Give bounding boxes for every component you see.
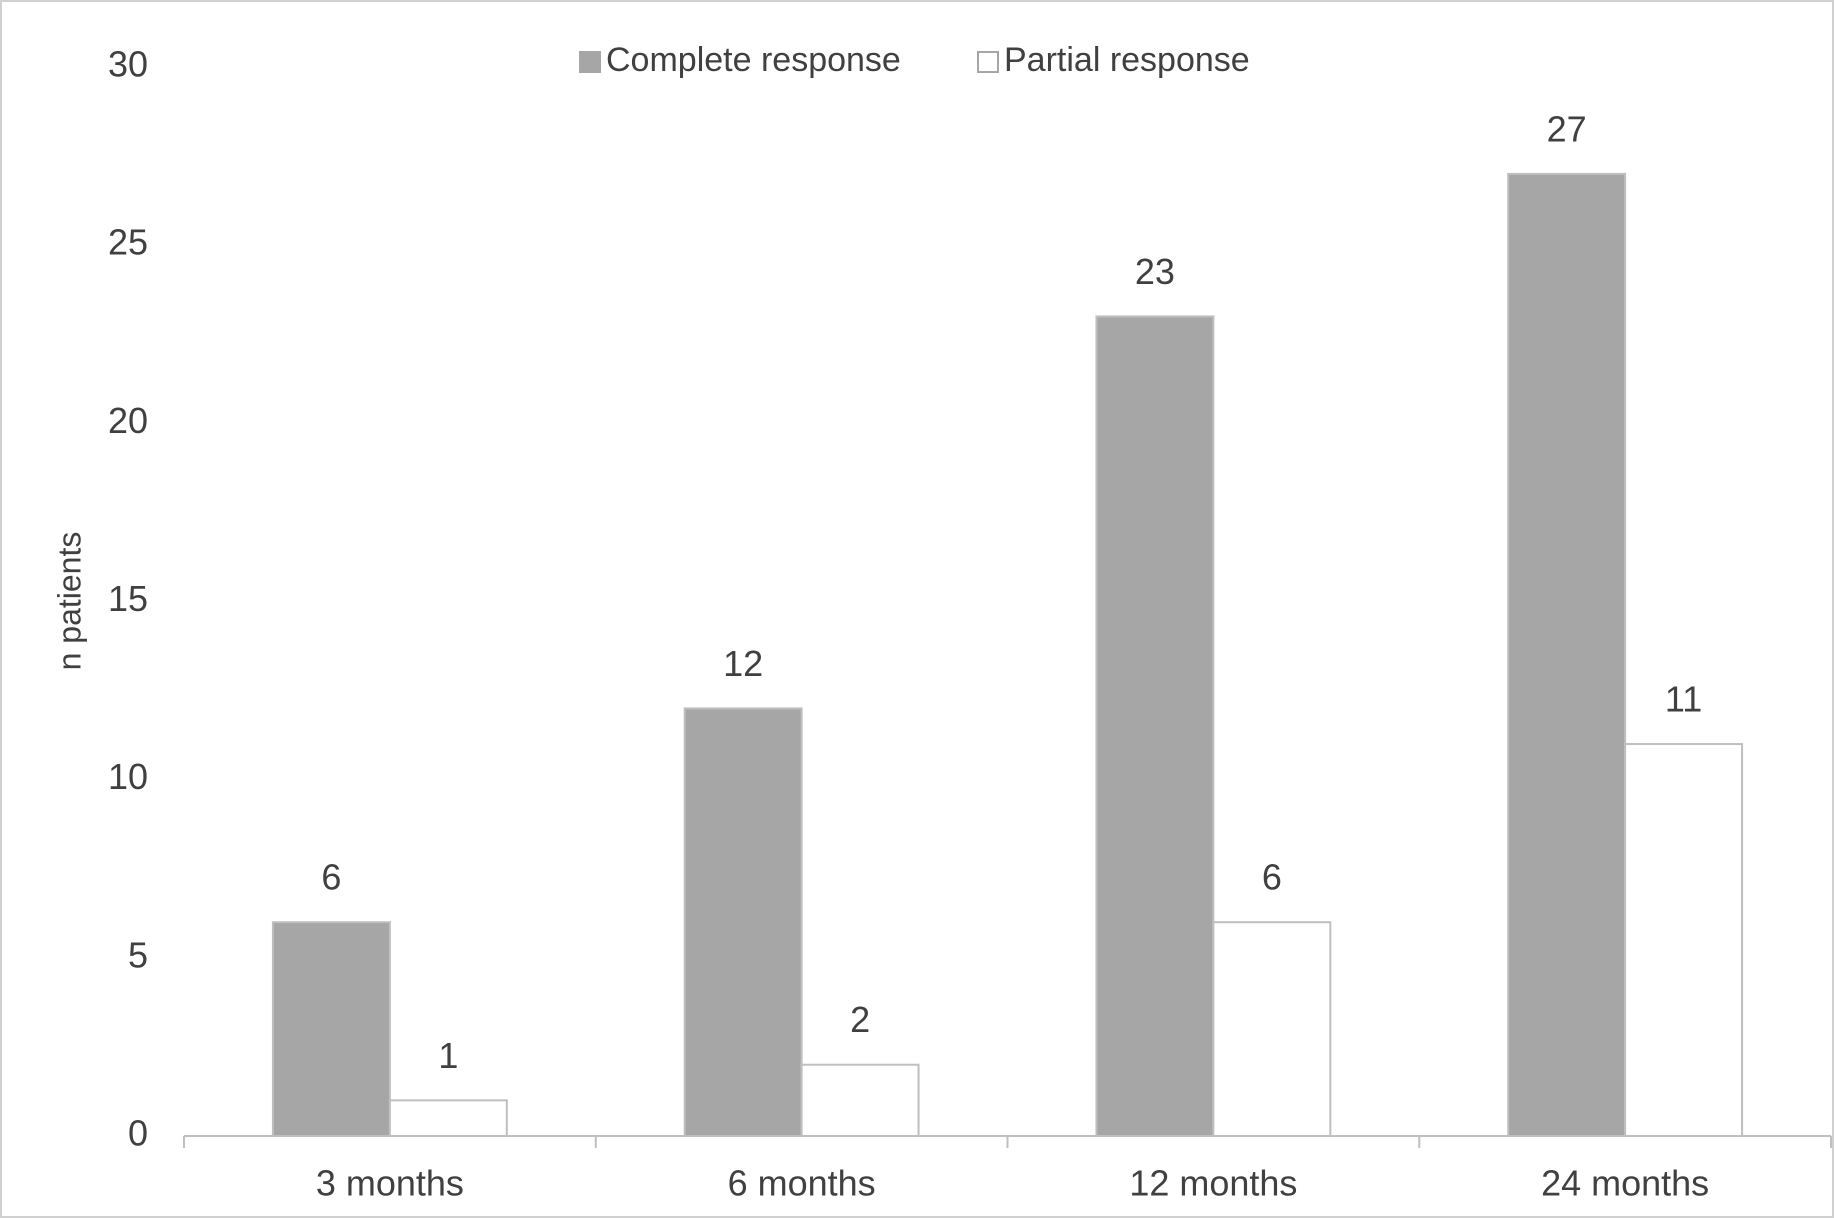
x-tick-label: 6 months <box>728 1163 876 1204</box>
x-tick-label: 24 months <box>1541 1163 1709 1204</box>
y-tick-label: 15 <box>108 578 148 619</box>
value-label: 12 <box>723 643 763 684</box>
y-tick-label: 25 <box>108 222 148 263</box>
bar <box>1507 172 1627 1137</box>
y-tick-label: 5 <box>128 934 148 975</box>
value-label: 1 <box>438 1035 458 1076</box>
legend-swatch <box>579 51 601 73</box>
x-tick-label: 12 months <box>1129 1163 1297 1204</box>
x-tick-label: 3 months <box>316 1163 464 1204</box>
legend-label: Partial response <box>1004 41 1250 79</box>
value-label: 6 <box>1262 857 1282 898</box>
value-label: 2 <box>850 999 870 1040</box>
bar <box>388 1099 508 1138</box>
y-tick-label: 20 <box>108 400 148 441</box>
bar <box>1624 743 1744 1137</box>
bar <box>800 1063 920 1137</box>
bar <box>1212 921 1332 1138</box>
value-label: 27 <box>1547 108 1587 149</box>
y-tick-label: 30 <box>108 44 148 85</box>
bar <box>271 921 391 1138</box>
bar <box>683 707 803 1138</box>
value-label: 23 <box>1135 251 1175 292</box>
legend-swatch <box>977 51 999 73</box>
value-label: 6 <box>321 857 341 898</box>
value-label: 11 <box>1665 679 1702 720</box>
y-tick-label: 0 <box>128 1113 148 1154</box>
y-axis-label: n patients <box>51 532 87 671</box>
y-tick-label: 10 <box>108 756 148 797</box>
bar <box>1095 315 1215 1137</box>
legend-label: Complete response <box>606 41 901 79</box>
